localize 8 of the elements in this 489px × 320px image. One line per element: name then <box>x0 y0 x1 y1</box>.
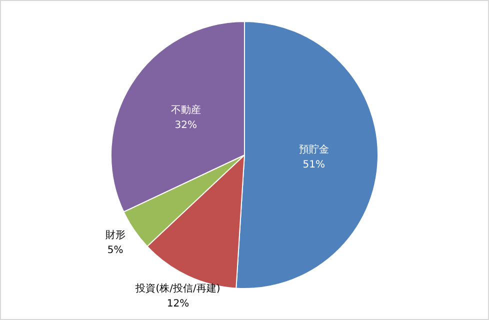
slice-label: 不動産 <box>170 104 201 116</box>
data-label: 12% <box>166 298 190 310</box>
slice-label: 財形 <box>105 228 126 241</box>
slice-label: 預貯金 <box>298 143 329 156</box>
data-label: 5% <box>107 244 124 256</box>
slice-label: 投資(株/投信/再建) <box>134 282 220 294</box>
data-label: 51% <box>302 159 326 170</box>
data-label: 32% <box>174 120 198 131</box>
